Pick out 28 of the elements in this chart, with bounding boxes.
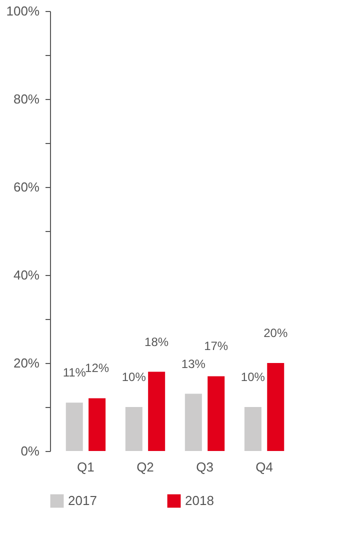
data-label: 13%	[181, 356, 206, 371]
y-tick-label: 60%	[13, 180, 40, 194]
x-tick-label: Q3	[196, 460, 214, 474]
y-tick-label: 80%	[13, 92, 40, 106]
bar	[88, 398, 106, 451]
bar	[184, 394, 202, 451]
data-label: 10%	[240, 370, 266, 384]
data-label: 18%	[144, 334, 169, 349]
data-label: 11%	[62, 366, 86, 380]
data-label: 12%	[85, 361, 110, 376]
bar	[244, 407, 262, 451]
x-tick-label: Q2	[136, 460, 154, 474]
y-tick-label: 40%	[13, 268, 40, 282]
x-tick-label: Q4	[256, 460, 273, 474]
bar	[66, 402, 83, 451]
data-label: 17%	[204, 339, 228, 354]
x-tick-label: Q1	[77, 460, 94, 474]
bar	[267, 363, 284, 451]
legend-label: 2017	[68, 493, 97, 508]
bar	[125, 407, 142, 451]
y-tick-label: 0%	[20, 444, 40, 458]
bar	[208, 376, 225, 451]
legend-label: 2018	[185, 493, 214, 508]
y-tick-label: 100%	[6, 4, 40, 18]
bar	[148, 372, 166, 451]
y-tick-label: 20%	[13, 356, 40, 370]
data-label: 20%	[264, 326, 288, 340]
data-label: 10%	[122, 370, 146, 384]
